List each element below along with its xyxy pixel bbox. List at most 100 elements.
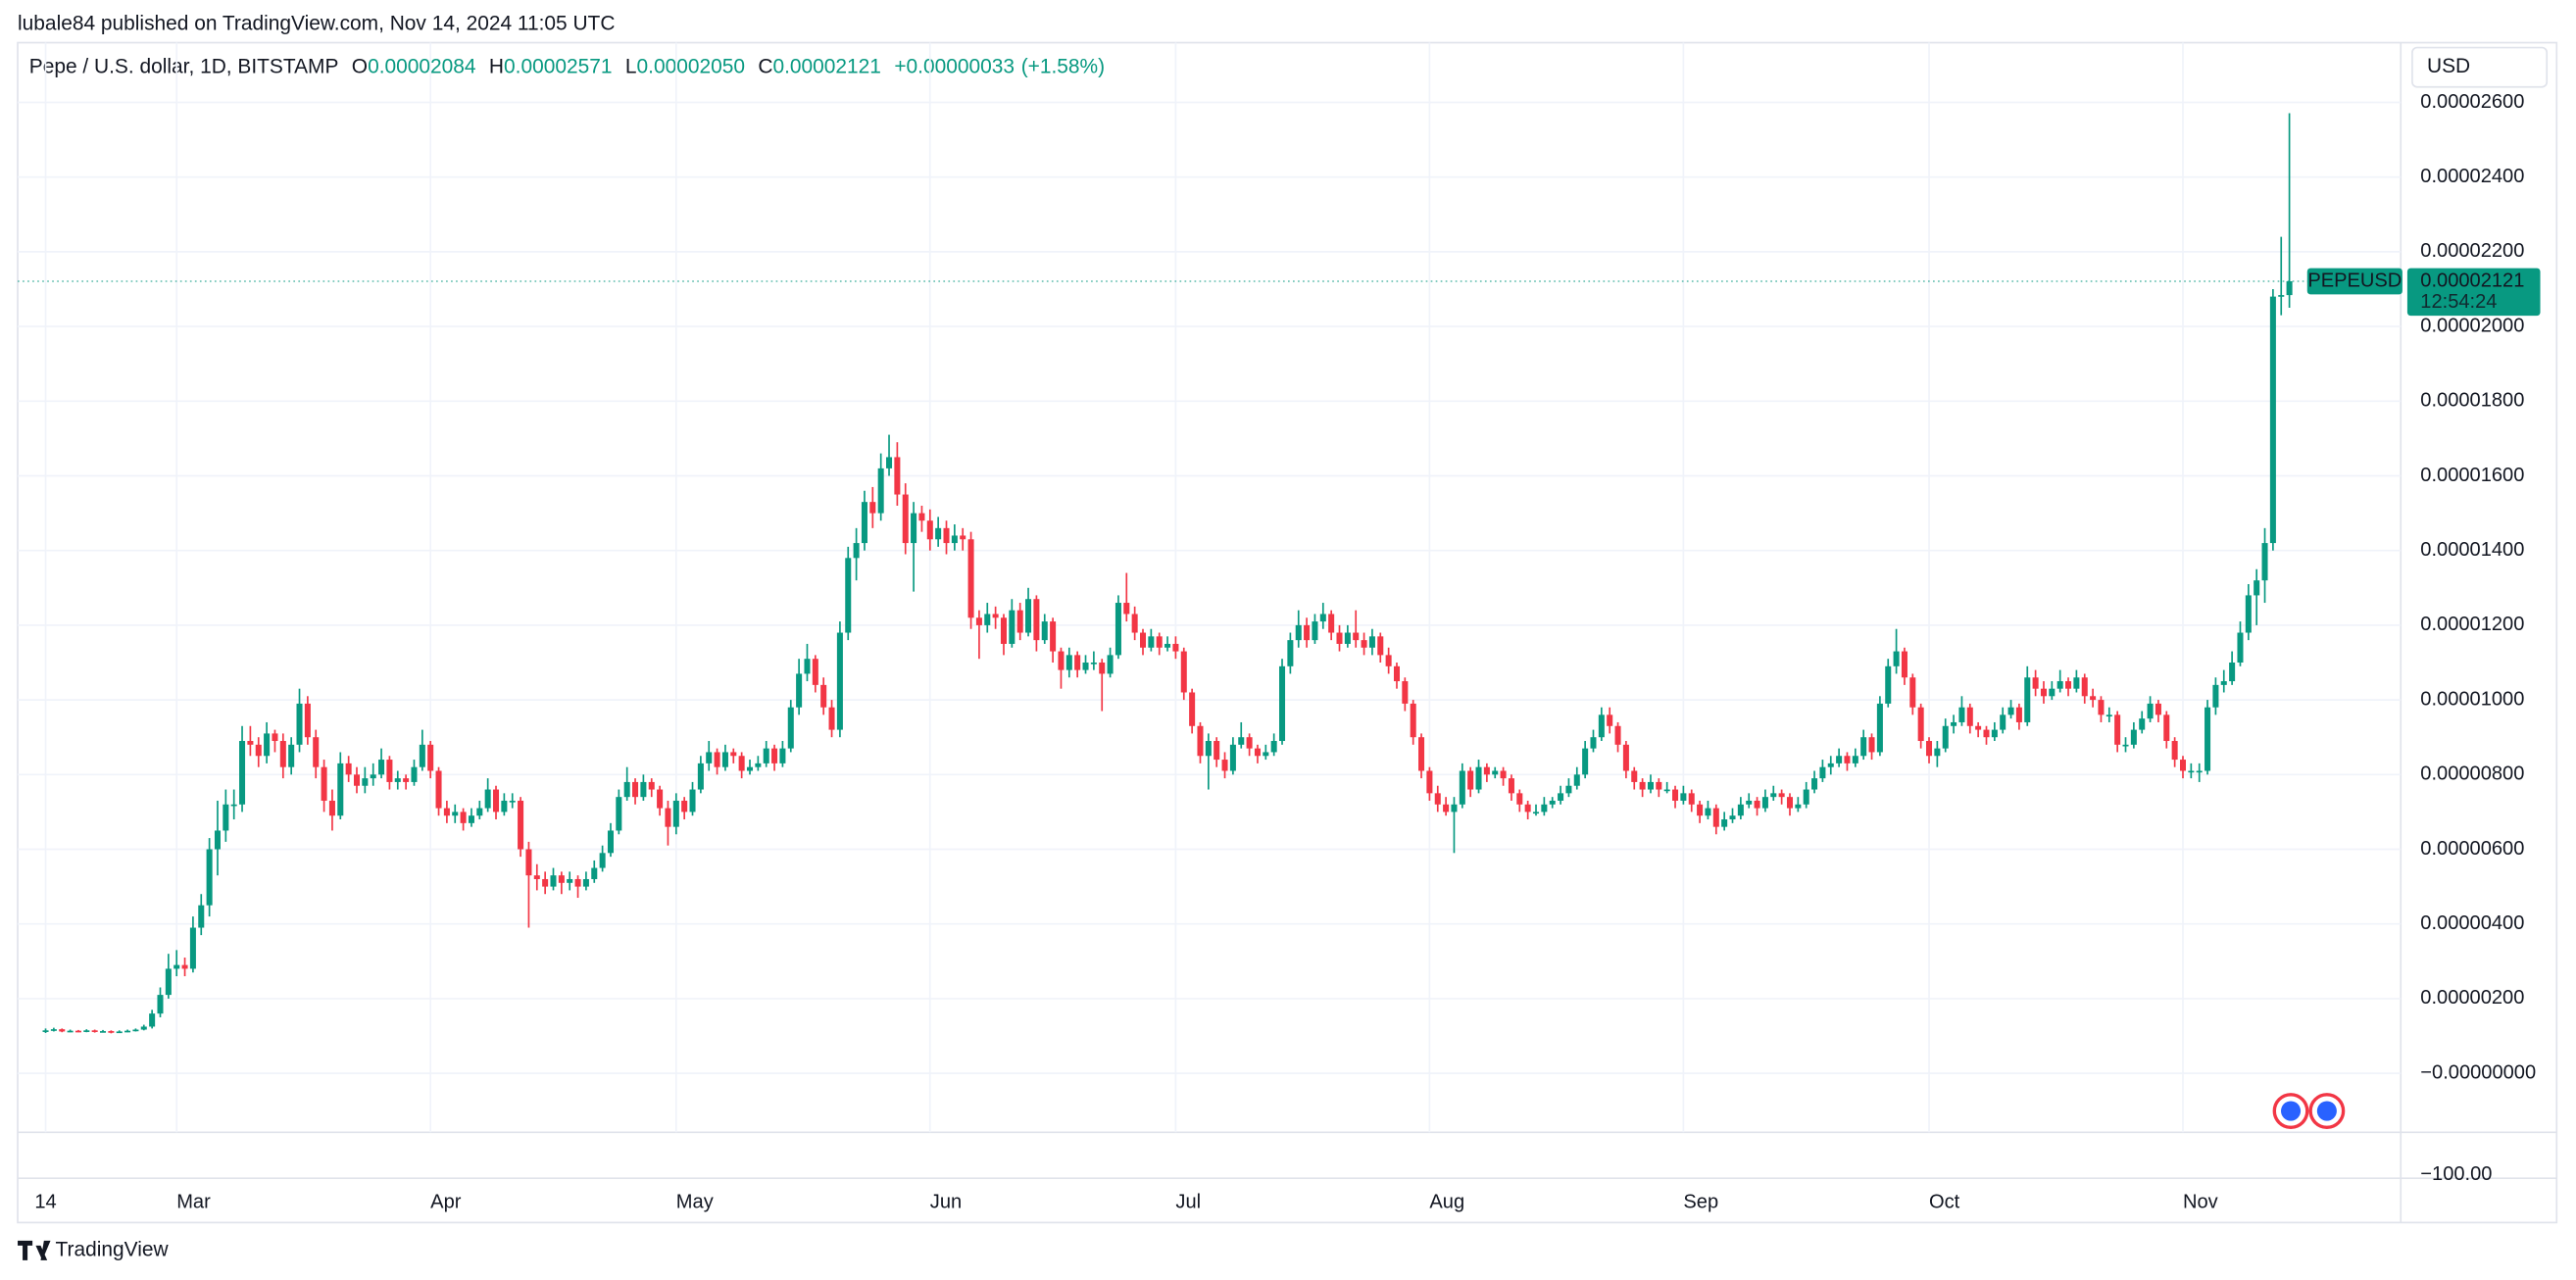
candle-body xyxy=(763,748,769,763)
candle-body xyxy=(1443,804,1450,812)
candle-body xyxy=(1229,744,1236,771)
candle-body xyxy=(1214,741,1220,761)
candle-body xyxy=(1966,707,1973,726)
x-tick-label: Sep xyxy=(1683,1192,1718,1213)
candle-body xyxy=(1909,677,1916,708)
candle-body xyxy=(796,673,803,708)
candle-body xyxy=(943,527,950,544)
currency[interactable]: USD xyxy=(2427,55,2470,77)
symbol-label: PEPEUSD xyxy=(2307,270,2402,291)
candle-body xyxy=(1688,793,1695,805)
candle-body xyxy=(1000,617,1007,644)
candle-body xyxy=(1590,737,1597,749)
candle-body xyxy=(1344,632,1351,644)
candle-body xyxy=(2073,677,2080,689)
candle-body xyxy=(1876,703,1883,753)
candle-body xyxy=(1139,632,1147,648)
candle-body xyxy=(2179,760,2187,771)
candle-body xyxy=(1319,614,1326,622)
candle-body xyxy=(1721,819,1728,827)
candle-body xyxy=(2090,696,2097,701)
candle-body xyxy=(1991,729,1998,738)
candle-body xyxy=(574,878,581,887)
candle-body xyxy=(1868,737,1875,753)
published-note: lubale84 published on TradingView.com, N… xyxy=(18,13,615,35)
event-flags xyxy=(2272,1093,2346,1129)
candle-body xyxy=(165,968,172,996)
candle-body xyxy=(2286,280,2293,296)
candle-body xyxy=(902,494,909,544)
candle-body xyxy=(2065,681,2072,689)
candle-body xyxy=(1524,804,1531,812)
candle-body xyxy=(313,737,320,767)
candle-body xyxy=(460,812,467,823)
candle-body xyxy=(518,800,524,850)
candle-body xyxy=(1361,640,1367,648)
candle-body xyxy=(1467,770,1474,790)
brand: TradingView xyxy=(56,1238,170,1260)
candle-body xyxy=(2196,770,2203,773)
candle-body xyxy=(370,774,376,779)
candle-body xyxy=(1803,789,1809,805)
price-label-box xyxy=(2406,268,2541,317)
candle-body xyxy=(1074,655,1081,670)
candle-body xyxy=(1614,725,1621,745)
open-value: 0.00002084 xyxy=(368,55,476,77)
candle-body xyxy=(2049,688,2056,697)
candle-body xyxy=(345,763,352,775)
candle-body xyxy=(1197,725,1204,757)
candle-body xyxy=(771,748,778,763)
candle-body xyxy=(1180,651,1187,693)
candle-body xyxy=(1016,610,1023,633)
candle-body xyxy=(1221,760,1228,771)
candle-body xyxy=(1410,703,1416,738)
candle-body xyxy=(1328,614,1335,633)
candle-body xyxy=(1836,756,1843,763)
candle-body xyxy=(1819,766,1826,779)
candle-body xyxy=(304,703,311,738)
candle-body xyxy=(1549,800,1556,805)
candle-body xyxy=(1532,812,1540,814)
candle-body xyxy=(1131,614,1138,633)
candle-body xyxy=(836,632,843,730)
candle-body xyxy=(230,804,237,807)
candle-body xyxy=(926,520,933,540)
candle-body xyxy=(787,707,794,749)
candle-body xyxy=(582,878,589,887)
high-value: 0.00002571 xyxy=(504,55,612,77)
currency-button[interactable] xyxy=(2411,46,2549,88)
candle-body xyxy=(501,800,508,812)
candle-body xyxy=(1705,808,1711,816)
candle-body xyxy=(1368,636,1375,648)
candle-body xyxy=(533,875,540,879)
candle-body xyxy=(1156,636,1163,648)
candle-body xyxy=(1050,621,1057,652)
candle-body xyxy=(689,789,696,812)
symbol: Pepe / U.S. dollar, 1D, BITSTAMP xyxy=(29,55,339,77)
candle-body xyxy=(1778,793,1785,798)
candle-body xyxy=(804,659,811,674)
candle-body xyxy=(1754,800,1760,809)
candle-body xyxy=(1582,748,1589,775)
candle-body xyxy=(599,853,606,868)
candle-body xyxy=(1304,624,1311,641)
candle-body xyxy=(1172,643,1179,652)
candle-body xyxy=(1263,752,1269,757)
candle-body xyxy=(1770,793,1777,798)
candle-body xyxy=(623,781,630,798)
candle-body xyxy=(1459,770,1465,805)
candle-body xyxy=(1558,793,1564,801)
candle-body xyxy=(206,849,213,906)
candle-body xyxy=(648,781,655,790)
candle-body xyxy=(1516,793,1523,805)
change: +0.00000033 xyxy=(894,55,1015,77)
candle-body xyxy=(509,800,516,803)
candle-body xyxy=(223,804,229,831)
candle-body xyxy=(1451,804,1458,812)
candle-body xyxy=(746,766,754,771)
candle-body xyxy=(411,766,418,782)
candle-body xyxy=(1598,714,1605,738)
candle-body xyxy=(616,797,622,831)
candle-body xyxy=(1663,789,1670,792)
